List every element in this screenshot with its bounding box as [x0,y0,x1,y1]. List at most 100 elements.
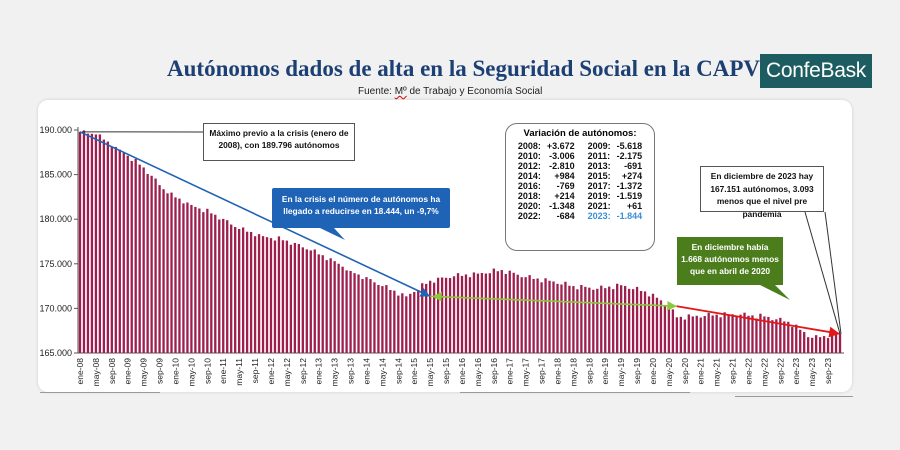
bar [202,212,205,353]
callout-dec-connector-1 [804,211,841,334]
bar [409,293,412,353]
bar [711,315,714,353]
x-tick-label: may-08 [91,358,101,387]
bar [245,231,249,353]
bar [158,185,161,353]
bar [142,167,145,353]
callout-dec-2023: En diciembre de 2023 hay 167.151 autónom… [700,166,824,219]
bar [834,334,838,353]
callout-max-previous-text: Máximo previo a la crisis (enero de 2008… [209,128,349,150]
bar [803,332,806,353]
bar [814,335,818,353]
variation-row: 2016: -769 2017: -1.372 [515,181,645,191]
bar [468,277,472,353]
variation-cell-v2: -691 [624,161,643,171]
variation-cell-y1: 2018: [517,191,541,201]
bar [102,139,106,353]
x-tick-label: ene-23 [791,358,801,385]
bar [775,319,778,353]
bar [580,285,583,353]
y-tick-label: 190.000 [39,125,72,135]
callout-crisis-pointer [320,228,345,240]
bar [822,336,826,353]
callout-april-2020-text: En diciembre había 1.668 autónomos menos… [681,242,779,276]
bar [401,293,404,353]
bar [222,218,225,353]
x-tick-label: sep-19 [632,358,642,384]
x-tick-label: sep-11 [250,358,260,384]
bar [241,227,245,353]
bar [520,277,523,353]
bar [301,247,304,353]
bar [373,282,376,353]
variation-table-title: Variación de autónomos: [523,128,637,139]
bar [627,288,631,353]
x-tick-label: may-19 [616,358,626,387]
x-tick-label: ene-18 [552,358,562,385]
x-tick-label: ene-17 [505,358,515,385]
x-tick-label: may-10 [186,358,196,387]
bar [86,133,90,353]
x-tick-label: may-22 [759,358,769,387]
bar [114,146,117,353]
variation-cell-y2: 2009: [587,141,611,151]
bar [484,273,488,353]
x-tick-label: may-11 [234,358,244,386]
y-tick-label: 170.000 [39,303,72,313]
x-tick-label: sep-22 [775,358,785,384]
bar [735,316,738,353]
x-tick-label: sep-09 [155,358,165,384]
variation-cell-v1: -769 [556,181,575,191]
bar [616,283,619,353]
bar [608,286,611,353]
bar [651,293,655,353]
y-tick-label: 185.000 [39,170,72,180]
bar [210,213,213,353]
bar [691,316,694,353]
x-tick-label: sep-17 [537,358,547,384]
bar [297,244,300,353]
bar [631,289,635,353]
bar [257,234,261,353]
bar [572,286,575,353]
x-tick-label: may-15 [425,358,435,387]
bar [568,285,571,353]
bar [671,309,675,353]
callout-dec-2023-text: En diciembre de 2023 hay 167.151 autónom… [710,171,814,219]
bar [826,338,830,353]
variation-cell-y1: 2008: [517,141,541,151]
bar [110,146,113,353]
bar [723,312,726,353]
x-tick-label: ene-13 [314,358,324,385]
x-tick-label: may-12 [282,358,292,387]
x-tick-label: ene-11 [218,358,228,384]
variation-cell-y2: 2023: [587,211,611,221]
bar [405,296,408,353]
divider-left [40,392,160,393]
bar [464,274,468,353]
bar [234,227,237,353]
bar [389,290,392,353]
callout-dec-connector-2 [824,211,842,334]
trend-line-red [676,305,841,338]
bar [253,236,257,353]
bar [536,278,539,353]
bar [675,317,679,353]
variation-cell-y1: 2014: [517,171,541,181]
bar [456,273,460,353]
bar [313,249,316,353]
bar [281,240,285,353]
bar [472,272,476,353]
bar [476,273,480,353]
confebask-logo: ConfeBask [760,54,872,88]
bar [289,244,293,353]
bar [791,327,794,353]
bar [655,297,659,353]
variation-cell-y2: 2017: [587,181,611,191]
bar [588,287,591,353]
bar [345,270,348,353]
variation-cell-y1: 2016: [517,181,541,191]
x-tick-label: ene-12 [266,358,276,385]
bar [385,285,388,353]
x-tick-label: ene-09 [123,358,133,385]
